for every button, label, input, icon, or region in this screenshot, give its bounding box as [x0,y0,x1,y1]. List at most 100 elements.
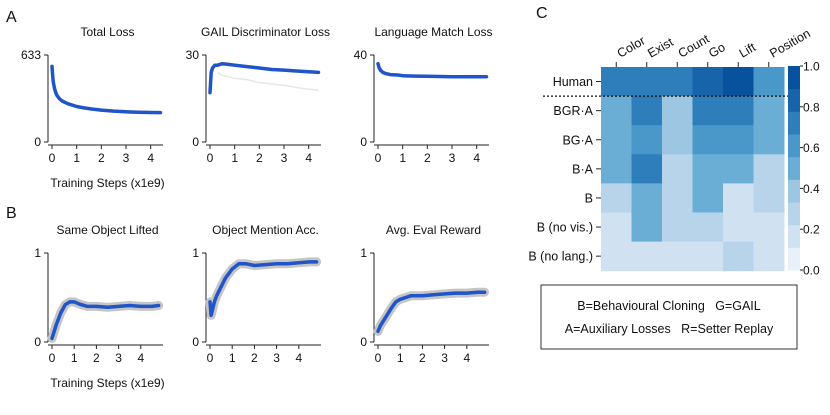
x-tick-label: 3 [441,351,448,365]
avg-eval-reward-chart: Avg. Eval Reward 0 1 2 3 4 0 1 [360,223,490,365]
x-tick-label: 4 [147,151,154,165]
panel-label-b: B [6,205,17,222]
heatmap-cell [723,212,754,243]
same-object-lifted-chart: Same Object Lifted 0 1 2 3 4 0 1 Training Steps … [34,223,164,390]
y-tick-label: 1 [192,246,199,260]
col-label: Count [676,32,712,61]
row-label: B·A [572,162,594,176]
colorbar-segment [788,224,800,248]
y-tick-label: 633 [21,48,41,62]
row-label: B [585,191,593,205]
heatmap-cell [601,125,632,155]
heatmap-cell [601,183,632,213]
colorbar-segment [788,111,800,135]
total-loss-chart: Total Loss 0 1 2 3 4 0 633 Training Steps (x1e9) [21,25,165,190]
heatmap-cell [662,154,693,184]
heatmap-cell [723,241,754,272]
x-tick-label: 1 [231,151,238,165]
heatmap-cell [601,212,632,243]
x-tick-label: 4 [305,151,312,165]
x-tick-label: 3 [115,351,122,365]
colorbar-tick-label: 0.8 [803,100,820,114]
col-label: Color [615,34,648,61]
colorbar-segment [788,179,800,203]
object-mention-acc-chart: Object Mention Acc. 0 1 2 3 4 0 1 [192,223,322,365]
x-tick-label: 1 [399,151,406,165]
x-tick-label: 1 [229,351,236,365]
legend-line-2: A=Auxiliary Losses R=Setter Replay [565,322,774,336]
legend-line-1: B=Behavioural Cloning G=GAIL [577,299,760,313]
heatmap-cell [753,67,785,97]
x-tick-label: 0 [207,151,214,165]
colorbar-segment [788,134,800,158]
heatmap-cell [601,154,632,184]
colorbar-tick-label: 0.0 [803,264,820,278]
heatmap-cell [692,125,724,155]
heatmap-cell [692,67,724,97]
heatmap-cell [662,241,693,272]
x-tick-label: 2 [419,351,426,365]
chart-title: GAIL Discriminator Loss [201,25,330,39]
colorbar-segment [788,202,800,226]
x-tick-label: 0 [375,151,382,165]
colorbar-segment [788,88,800,112]
x-tick-label: 4 [473,151,480,165]
heatmap-cell [753,241,785,272]
y-tick-label: 0 [34,335,41,349]
chart-title: Object Mention Acc. [212,223,319,237]
x-tick-label: 0 [49,351,56,365]
colorbar-tick-label: 0.6 [803,141,820,155]
x-tick-label: 0 [375,351,382,365]
heatmap-cell [753,96,785,126]
heatmap-cell [662,125,693,155]
heatmap-cell [723,67,754,97]
heatmap-cell [631,67,663,97]
panel-label-c: C [536,5,548,22]
heatmap-cell [601,67,632,97]
heatmap-cell [692,212,724,243]
y-tick-label: 0 [360,335,367,349]
heatmap-cell [631,96,663,126]
heatmap-cell [692,241,724,272]
heatmap-cell [631,241,663,272]
col-label: Exist [645,35,676,61]
x-tick-label: 2 [98,151,105,165]
x-tick-label: 3 [123,151,130,165]
heatmap-cell [723,183,754,213]
heatmap-cell [662,96,693,126]
heatmap-cell [662,183,693,213]
panel-label-a: A [6,9,17,26]
heatmap-cell [723,96,754,126]
x-tick-label: 4 [137,351,144,365]
series-line [376,61,489,79]
heatmap-chart: Human BGR·A BG·A B·A B B (no vis.) B (no lang.… [528,26,820,277]
heatmap-cell [631,212,663,243]
heatmap-cell [631,183,663,213]
x-axis-label: Training Steps (x1e9) [50,176,164,190]
x-tick-label: 2 [251,351,258,365]
row-label: B (no vis.) [537,221,593,235]
x-tick-label: 2 [93,351,100,365]
row-label: BGR·A [553,104,593,118]
heatmap-cell [692,96,724,126]
heatmap-cell [753,212,785,243]
x-tick-label: 0 [207,351,214,365]
row-label: BG·A [562,133,593,147]
heatmap-cell [692,154,724,184]
y-tick-label: 40 [354,48,368,62]
series-line [376,290,487,334]
series-band [373,287,490,336]
series-band [205,257,322,320]
x-tick-label: 1 [397,351,404,365]
y-tick-label: 0 [34,135,41,149]
heatmap-cell [631,125,663,155]
gail-loss-chart: GAIL Discriminator Loss 0 1 2 3 4 0 30 [186,25,330,165]
heatmap-cell [723,125,754,155]
heatmap-cell [753,183,785,213]
x-tick-label: 1 [71,351,78,365]
legend-frame [540,284,798,350]
x-tick-label: 2 [256,151,263,165]
series-line [50,64,163,115]
heatmap-cell [601,241,632,272]
